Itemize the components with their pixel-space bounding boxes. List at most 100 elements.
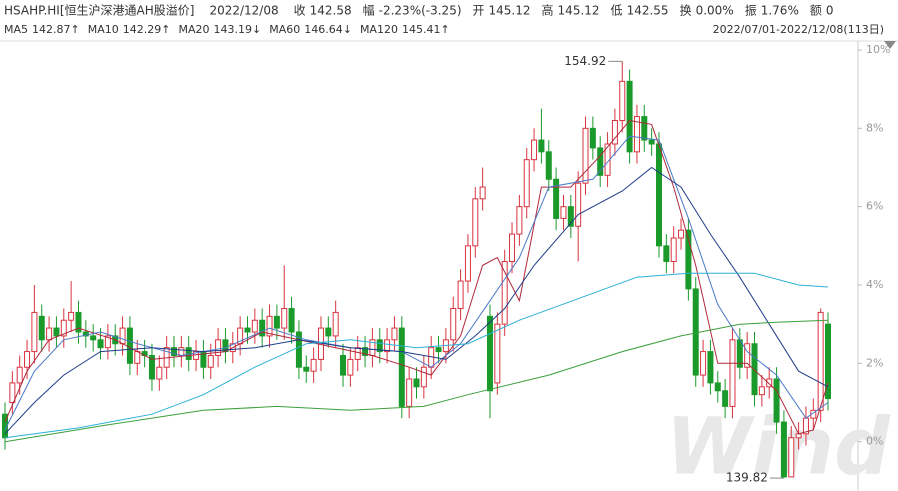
candle-body (207, 354, 214, 368)
candle-body (575, 182, 582, 227)
ma-line (4, 166, 829, 435)
candle-body (376, 339, 383, 353)
low-label: 139.82 (726, 471, 768, 485)
candle-body (479, 186, 486, 200)
candle-body (707, 351, 714, 384)
header-label: 低 (611, 4, 623, 18)
header-label: 高 (542, 3, 554, 18)
header-value: 142.58 (310, 4, 352, 18)
candle-body (435, 347, 442, 353)
candle-body (773, 378, 780, 423)
candle-body (266, 315, 273, 337)
candle-body (597, 147, 604, 176)
candle-body (692, 288, 699, 376)
candle-body (655, 143, 662, 247)
candle-body (9, 382, 16, 403)
legend-name: MA10 (88, 23, 119, 36)
candle-body (648, 139, 655, 145)
legend-value: 143.19↓ (213, 23, 261, 36)
candle-body (295, 331, 302, 368)
header-label: 开 (473, 4, 485, 18)
candle-body (670, 237, 677, 262)
candle-body (68, 311, 75, 321)
candle-body (663, 245, 670, 262)
candle-body (626, 80, 633, 153)
candle-body (464, 245, 471, 282)
candle-body (729, 339, 736, 407)
header-label: 额 (810, 4, 822, 18)
y-tick-label: 4% (866, 278, 883, 291)
candle-body (134, 351, 141, 364)
legend-value: 145.41↑ (402, 23, 450, 36)
candle-body (509, 233, 516, 262)
candle-body (486, 315, 493, 392)
candle-body (501, 260, 508, 325)
candle-body (156, 366, 163, 380)
candle-body (582, 127, 589, 184)
candle-body (413, 378, 420, 388)
candle-body (398, 327, 405, 407)
candle-body (457, 280, 464, 309)
candle-body (516, 206, 523, 235)
candle-body (46, 327, 53, 341)
candle-body (362, 347, 369, 356)
candle-body (303, 366, 310, 372)
candle-body (126, 327, 133, 364)
header-label: 振 (745, 4, 757, 18)
candle-body (780, 421, 787, 478)
y-tick-label: 10% (866, 43, 890, 56)
header-value: -2.23%(-3.25) (379, 4, 462, 18)
ma-line (4, 135, 829, 431)
candle-body (384, 339, 391, 353)
candle-body (619, 80, 626, 122)
candle-body (82, 331, 89, 337)
candle-body (148, 354, 155, 380)
y-tick-label: 0% (866, 435, 883, 448)
candle-body (288, 307, 295, 333)
header-label: 换 (680, 4, 692, 18)
candle-body (75, 311, 82, 333)
candle-body (53, 327, 60, 337)
candle-body (193, 351, 200, 360)
candle-body (325, 327, 332, 337)
legend-value: 142.29↑ (123, 23, 171, 36)
candle-body (90, 335, 97, 341)
candle-body (722, 390, 729, 407)
header-value: 142.55 (627, 4, 669, 18)
candle-body (751, 343, 758, 396)
candle-body (531, 139, 538, 161)
candle-body (744, 343, 751, 368)
dropdown-icon[interactable] (884, 41, 896, 49)
candle-body (310, 358, 317, 372)
ma-line (4, 272, 829, 439)
header-label: HSAHP.HI[恒生沪深港通AH股溢价] (4, 4, 194, 18)
candle-body (24, 351, 31, 368)
y-tick-label: 8% (866, 121, 883, 134)
candle-body (766, 378, 773, 388)
candle-body (420, 366, 427, 388)
candle-body (178, 347, 185, 356)
candle-body (104, 335, 111, 349)
candle-body (545, 151, 552, 180)
y-tick-label: 2% (866, 356, 883, 369)
candle-body (340, 354, 347, 376)
ma-line (4, 119, 829, 435)
candle-body (450, 307, 457, 341)
legend-name: MA120 (360, 23, 398, 36)
header-value: 0.00% (696, 4, 734, 18)
candle-body (700, 351, 707, 376)
candle-body (494, 323, 501, 384)
candle-body (611, 120, 618, 145)
y-tick-label: 6% (866, 200, 883, 213)
header-value: 1.76% (761, 4, 799, 18)
candle-body (354, 347, 361, 360)
ma-line (4, 319, 829, 443)
candle-body (251, 319, 258, 333)
candle-body (714, 382, 721, 392)
candle-body (60, 319, 67, 337)
legend-name: MA20 (178, 23, 209, 36)
candle-body (391, 327, 398, 341)
high-label: 154.92 (564, 54, 606, 68)
